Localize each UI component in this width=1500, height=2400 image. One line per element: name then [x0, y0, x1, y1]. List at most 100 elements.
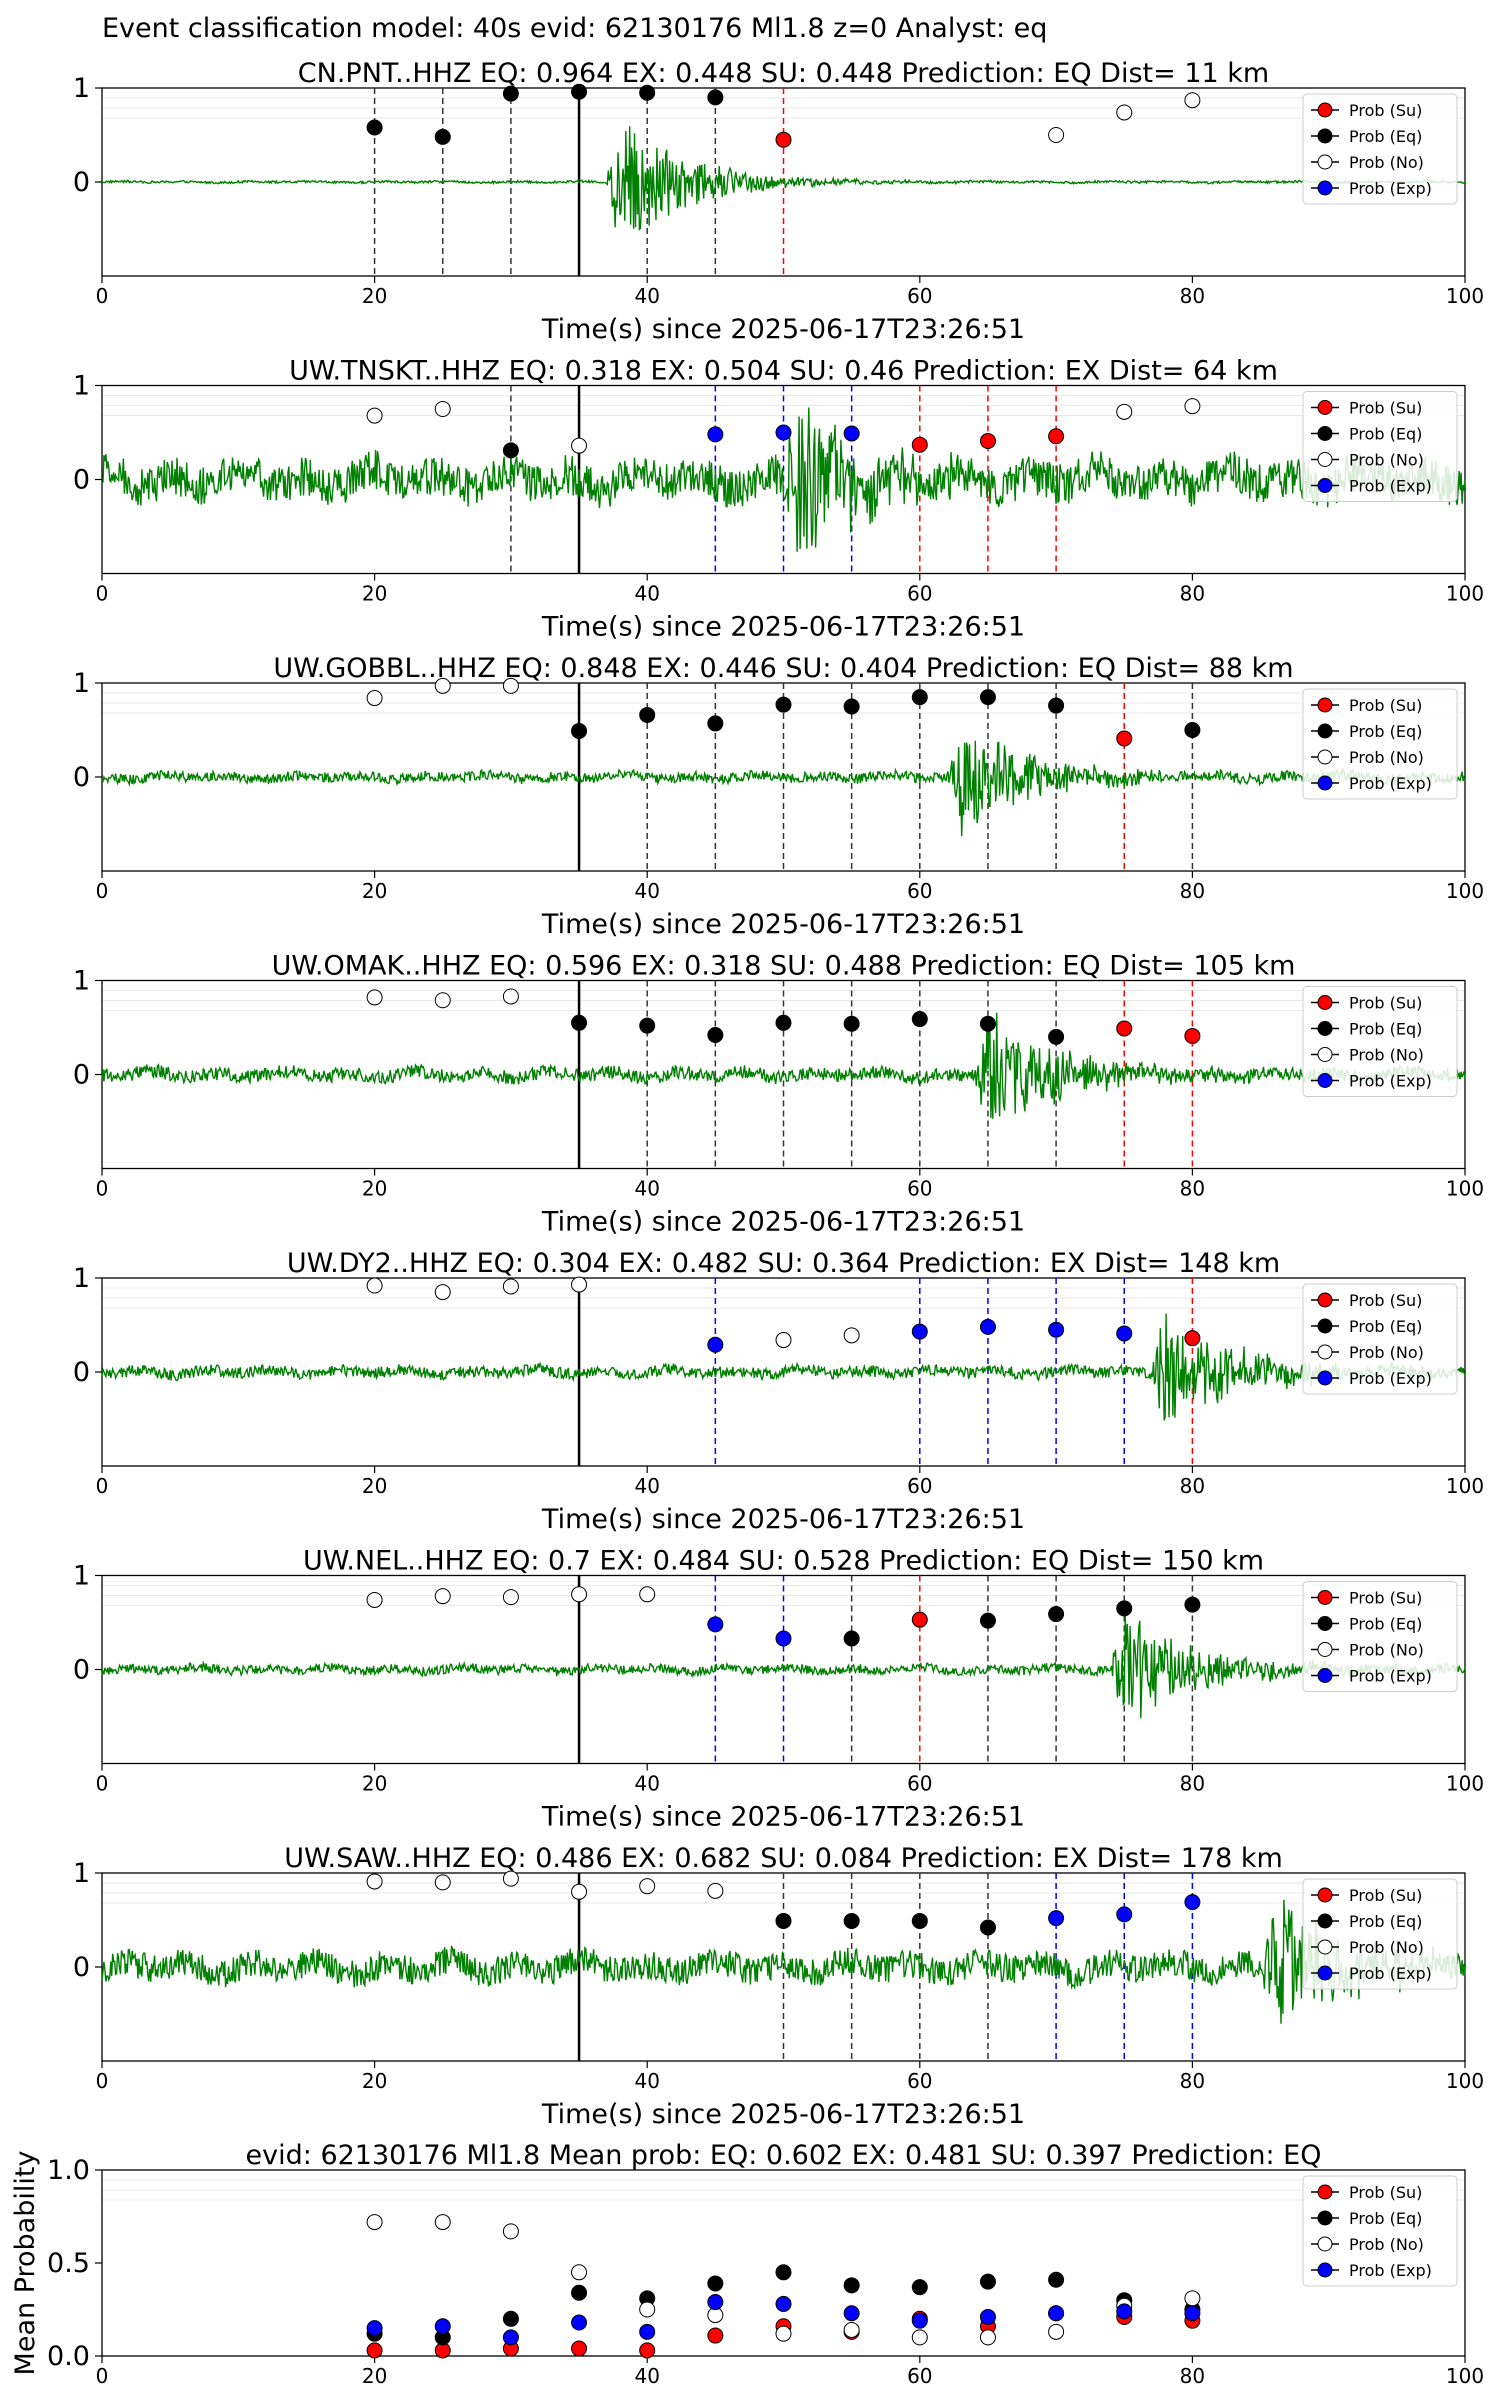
prob-marker-eq [843, 698, 860, 715]
x-tick-label: 20 [362, 1177, 387, 1201]
waveform-trace [101, 407, 1466, 552]
prob-marker-eq [1048, 697, 1065, 714]
x-tick-label: 20 [362, 2069, 387, 2093]
prob-marker-eq [1116, 1600, 1133, 1617]
prob-marker-su [1116, 1020, 1133, 1037]
waveform-trace [101, 126, 1466, 231]
mean-marker-su [366, 2342, 383, 2359]
prob-marker-no [1116, 403, 1133, 420]
y-tick-label: 1 [73, 73, 90, 104]
legend-marker [1317, 723, 1333, 739]
mean-marker-ex [639, 2323, 656, 2340]
legend-label: Prob (Eq) [1349, 722, 1422, 741]
x-tick-label: 20 [362, 1772, 387, 1796]
x-tick-label: 60 [907, 1772, 932, 1796]
legend-marker [1317, 1344, 1333, 1360]
x-tick-label: 80 [1180, 1772, 1205, 1796]
mean-marker-ex [911, 2312, 928, 2329]
panel-title: evid: 62130176 Ml1.8 Mean prob: EQ: 0.60… [246, 2140, 1322, 2171]
x-tick-label: 40 [634, 582, 659, 606]
mean-marker-no [979, 2329, 996, 2346]
y-tick-label: 0 [73, 167, 90, 198]
station-panel: UW.SAW..HHZ EQ: 0.486 EX: 0.682 SU: 0.08… [73, 1843, 1484, 2130]
prob-marker-eq [843, 1912, 860, 1929]
x-tick-label: 60 [907, 1474, 932, 1498]
prob-marker-no [571, 437, 588, 454]
legend-label: Prob (Eq) [1349, 1615, 1422, 1634]
legend-marker [1317, 775, 1333, 791]
legend-label: Prob (Exp) [1349, 1072, 1432, 1091]
mean-marker-eq [843, 2277, 860, 2294]
prob-marker-eq [775, 1014, 792, 1031]
prob-marker-no [1048, 127, 1065, 143]
x-tick-label: 0 [96, 1474, 109, 1498]
prob-marker-eq [571, 1014, 588, 1031]
y-tick-label: 0 [73, 1952, 90, 1983]
legend-marker [1317, 2262, 1333, 2278]
prob-marker-su [1184, 1330, 1201, 1347]
x-tick-label: 20 [362, 2364, 387, 2388]
prob-marker-no [434, 992, 451, 1009]
station-panel: UW.OMAK..HHZ EQ: 0.596 EX: 0.318 SU: 0.4… [73, 951, 1484, 1238]
legend-label: Prob (No) [1349, 2235, 1424, 2254]
legend-label: Prob (Exp) [1349, 774, 1432, 793]
prob-marker-no [502, 1278, 519, 1295]
prob-marker-eq [843, 1630, 860, 1647]
prob-marker-ex [1184, 1894, 1201, 1911]
prob-marker-eq [707, 89, 724, 106]
prob-marker-no [434, 1284, 451, 1301]
x-axis-label: Time(s) since 2025-06-17T23:26:51 [541, 2099, 1025, 2130]
legend-box [1302, 1878, 1458, 1990]
station-panel: UW.DY2..HHZ EQ: 0.304 EX: 0.482 SU: 0.36… [73, 1248, 1484, 1535]
x-tick-label: 0 [96, 284, 109, 308]
waveform-trace [101, 1899, 1466, 2024]
panel-title: UW.DY2..HHZ EQ: 0.304 EX: 0.482 SU: 0.36… [287, 1248, 1280, 1279]
legend-marker [1317, 426, 1333, 441]
prob-marker-eq [502, 442, 519, 459]
x-tick-label: 40 [634, 879, 659, 903]
legend-marker [1317, 1668, 1333, 1683]
mean-marker-no [502, 2223, 519, 2240]
panel-title: CN.PNT..HHZ EQ: 0.964 EX: 0.448 SU: 0.44… [298, 58, 1269, 89]
prob-marker-no [502, 988, 519, 1005]
prob-marker-no [366, 690, 383, 707]
mean-marker-eq [911, 2279, 928, 2296]
x-tick-label: 80 [1180, 879, 1205, 903]
legend-label: Prob (Su) [1349, 1886, 1422, 1905]
y-tick-label: 0.0 [47, 2341, 90, 2372]
legend-label: Prob (Eq) [1349, 127, 1422, 146]
x-tick-label: 40 [634, 2069, 659, 2093]
legend-marker [1317, 1590, 1333, 1605]
legend-label: Prob (No) [1349, 748, 1424, 767]
x-axis-label: Time(s) since 2025-06-17T23:26:51 [541, 909, 1025, 940]
prob-marker-eq [571, 722, 588, 739]
prob-marker-eq [843, 1015, 860, 1032]
prob-marker-ex [775, 424, 792, 441]
legend-marker [1317, 180, 1333, 196]
mean-marker-ex [366, 2320, 383, 2337]
prob-marker-no [1184, 398, 1201, 415]
legend-label: Prob (No) [1349, 1046, 1424, 1065]
y-tick-label: 0 [73, 762, 90, 793]
prob-marker-no [366, 407, 383, 424]
legend-marker [1317, 102, 1333, 118]
panels-group: CN.PNT..HHZ EQ: 0.964 EX: 0.448 SU: 0.44… [10, 58, 1484, 2388]
mean-marker-eq [502, 2310, 519, 2327]
legend-box [1302, 391, 1458, 502]
x-tick-label: 60 [907, 2069, 932, 2093]
mean-marker-no [1048, 2323, 1065, 2340]
legend-label: Prob (No) [1349, 153, 1424, 172]
legend-marker [1317, 478, 1333, 493]
mean-marker-no [911, 2329, 928, 2346]
legend-marker [1317, 697, 1333, 713]
prob-marker-no [775, 1332, 792, 1349]
y-tick-label: 1 [73, 1858, 90, 1889]
prob-marker-ex [707, 426, 724, 443]
mean-marker-su [707, 2327, 724, 2344]
waveform-trace [101, 1313, 1466, 1421]
station-panel: UW.GOBBL..HHZ EQ: 0.848 EX: 0.446 SU: 0.… [73, 653, 1484, 940]
prob-marker-su [911, 436, 928, 453]
x-tick-label: 100 [1446, 879, 1484, 903]
x-tick-label: 100 [1446, 582, 1484, 606]
